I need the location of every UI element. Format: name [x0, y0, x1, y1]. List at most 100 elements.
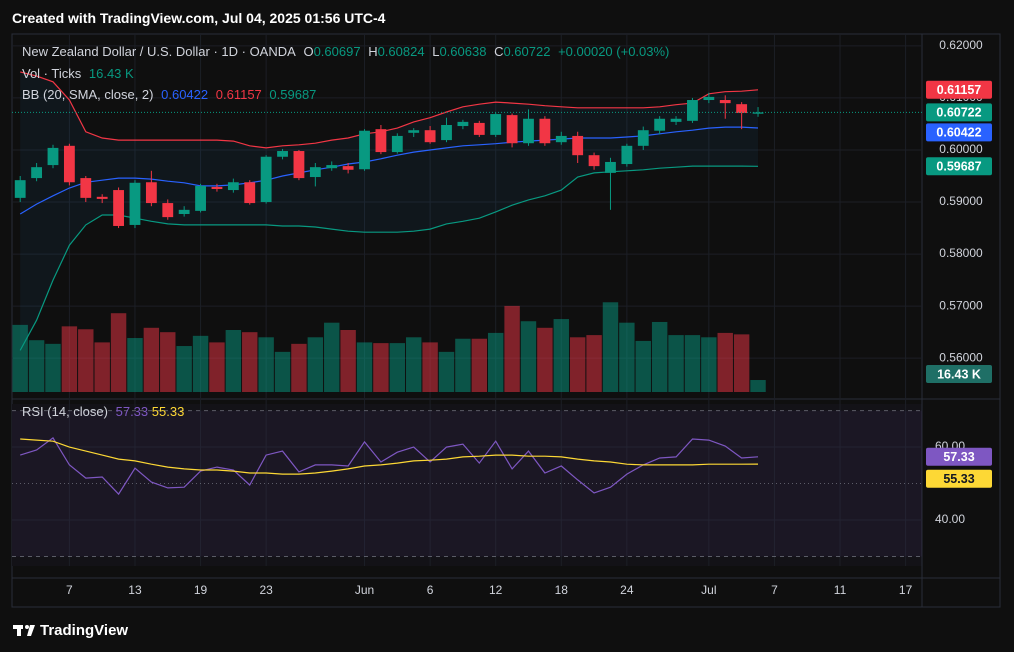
candle-body	[277, 151, 288, 157]
candle-body	[408, 130, 420, 133]
candle-body	[326, 165, 338, 169]
volume-bar	[406, 337, 422, 392]
x-tick-label: 13	[128, 583, 142, 597]
volume-bar	[242, 332, 258, 392]
volume-bar	[602, 302, 619, 392]
bb-value: 0.61157	[215, 87, 262, 102]
volume-bar	[733, 334, 750, 392]
volume-bar	[225, 329, 242, 392]
bb-upper	[20, 71, 759, 149]
logo-part	[25, 625, 29, 629]
volume-bar	[258, 337, 274, 392]
volume-bar	[455, 338, 471, 392]
candle-body	[523, 118, 534, 144]
volume-bar	[274, 351, 291, 392]
price-badge	[926, 103, 992, 122]
candle-body	[14, 180, 26, 198]
candle-body	[227, 182, 239, 191]
volume-bar	[373, 343, 389, 392]
volume-bar	[438, 351, 455, 392]
ohlc-label: H	[368, 44, 378, 59]
ohlc-value: 0.60638	[439, 44, 487, 59]
volume-bar	[750, 380, 766, 392]
ohlc-value: 0.60697	[313, 44, 361, 59]
price-badge	[926, 469, 992, 488]
volume-bar	[635, 340, 651, 392]
ohlc-label: C	[494, 44, 504, 59]
candle-body	[260, 156, 272, 203]
rsi-band	[12, 410, 922, 557]
volume-bar	[324, 322, 340, 392]
candle-body	[473, 122, 485, 135]
volume-bar	[717, 332, 733, 392]
x-tick-label: 7	[771, 583, 778, 597]
volume-bar	[487, 332, 504, 392]
rsi-value: 57.33	[115, 404, 149, 419]
x-tick-label: 6	[427, 583, 434, 597]
badge-label: 0.60422	[936, 126, 981, 140]
rsi-line	[20, 438, 759, 475]
volume-bar	[504, 305, 520, 392]
logo-part	[27, 625, 35, 636]
candle-body	[342, 166, 354, 170]
volume-bar	[192, 335, 209, 392]
candle-body	[621, 145, 633, 165]
price-badge	[926, 447, 992, 466]
watermark: Created with TradingView.com, Jul 04, 20…	[12, 10, 386, 26]
volume-bar	[389, 343, 406, 392]
price-badge	[926, 157, 992, 176]
candle-body	[63, 145, 75, 183]
volume-bar	[209, 342, 225, 392]
candle-body	[736, 104, 748, 114]
volume-bar	[701, 337, 717, 392]
bb-lower	[19, 165, 759, 351]
candle-body	[719, 100, 731, 104]
volume-bar	[422, 342, 438, 392]
volume-bar	[471, 338, 488, 392]
candle-body	[605, 161, 616, 173]
rsi-name: RSI (14, close)	[22, 404, 108, 419]
bb-value: 0.59687	[269, 87, 317, 102]
candle-body	[670, 118, 682, 122]
volume-bar	[160, 332, 176, 392]
x-tick-label: 18	[555, 583, 569, 597]
candle-body	[539, 118, 551, 144]
logo-part	[17, 625, 21, 636]
y-tick-label: 0.60000	[939, 142, 983, 156]
volume-bar	[553, 319, 569, 392]
volume-bar	[110, 313, 127, 392]
volume-bar	[291, 343, 307, 392]
candle-body	[506, 115, 518, 144]
x-tick-label: 11	[834, 583, 847, 597]
x-tick-label: 12	[489, 583, 503, 597]
candle-body	[113, 190, 124, 226]
badge-label: 0.61157	[937, 83, 982, 97]
brand: TradingView	[40, 622, 129, 639]
candle-body	[375, 129, 387, 153]
candle-body	[687, 100, 698, 121]
y-tick-label: 0.62000	[939, 38, 983, 52]
candle-body	[490, 114, 502, 135]
candle-body	[555, 135, 567, 143]
price-badge	[926, 365, 992, 384]
volume-bar	[668, 335, 684, 392]
candle-body	[441, 125, 452, 141]
candle-body	[162, 203, 174, 218]
candle-body	[572, 135, 584, 156]
rsi-line	[20, 437, 759, 496]
candle-body	[457, 121, 469, 127]
ohlc-label: O	[303, 44, 314, 59]
volume-bar	[619, 322, 635, 392]
rsi-pane	[12, 404, 922, 566]
volume-bar	[307, 337, 324, 392]
candle-body	[31, 167, 43, 179]
ohlc-label: L	[432, 44, 440, 59]
badge-label: 55.33	[943, 472, 974, 486]
change: +0.00020 (+0.03%)	[558, 44, 670, 59]
price-badge	[926, 123, 992, 142]
ohlc-value: 0.60824	[377, 44, 425, 59]
badge-label: 0.60722	[936, 106, 981, 120]
volume-bar	[61, 326, 78, 392]
legend-rsi: RSI (14, close) 57.33 55.33	[22, 404, 188, 419]
